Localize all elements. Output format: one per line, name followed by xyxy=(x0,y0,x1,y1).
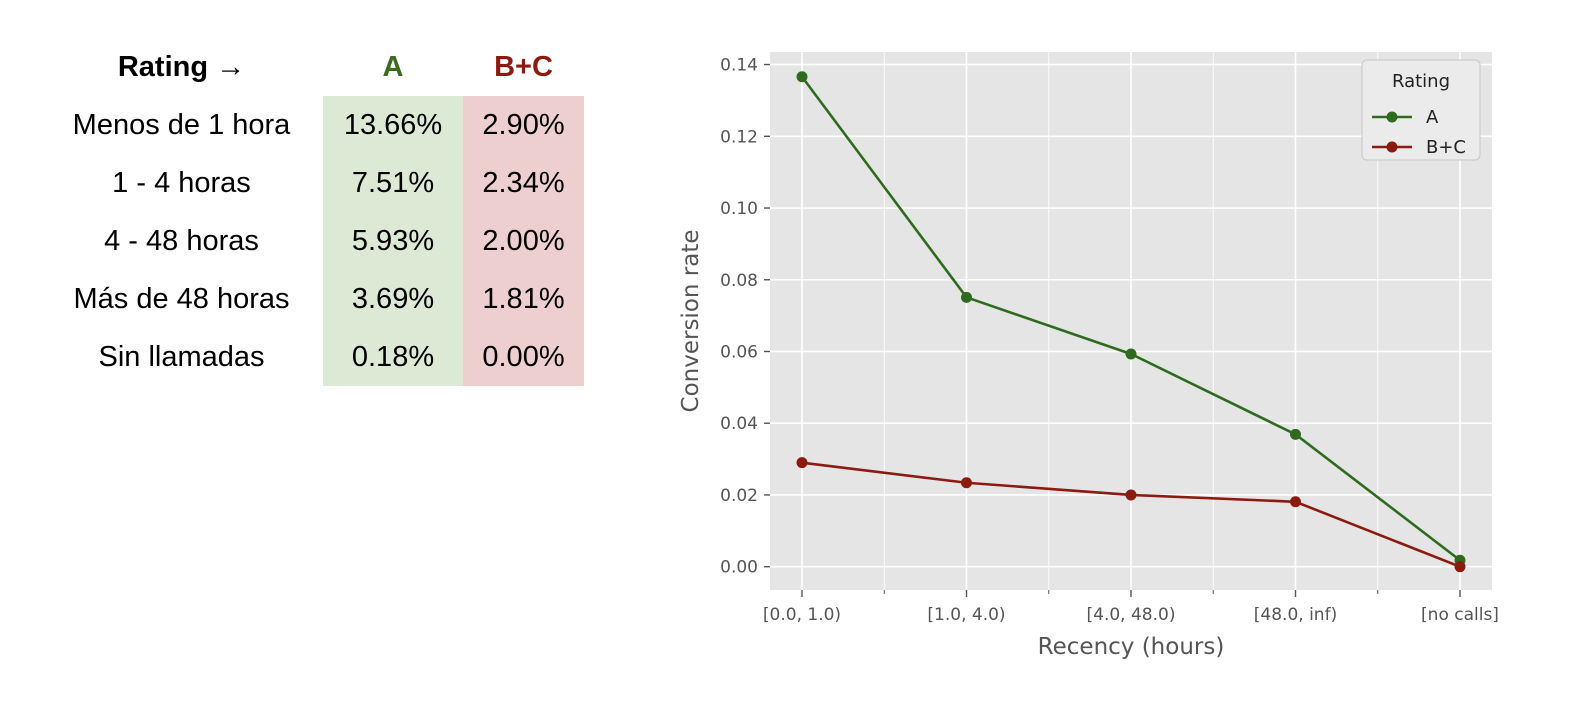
data-point-a xyxy=(1125,348,1137,360)
row-label: 1 - 4 horas xyxy=(112,166,251,199)
cell-bc: 2.90% xyxy=(463,96,584,154)
legend-box xyxy=(1361,59,1481,161)
y-tick-label: 0.04 xyxy=(720,414,758,434)
row-label: 4 - 48 horas xyxy=(104,224,259,257)
row-label: Menos de 1 hora xyxy=(72,108,291,141)
y-tick-label: 0.02 xyxy=(720,486,758,506)
legend-swatch-marker-bc xyxy=(1386,141,1398,153)
conversion-rate-chart: 0.00 0.02 0.04 0.06 0.08 0.10 0.12 0.14 [0.0, 1.… xyxy=(678,52,1499,660)
rating-table: Rating → A B+C Menos de 1 hora 13.66% 2.… xyxy=(40,38,584,386)
cell-bc: 0.00% xyxy=(463,328,584,386)
data-point-bc xyxy=(961,477,972,489)
y-axis-title: Conversion rate xyxy=(678,230,704,413)
table-row: Más de 48 horas 3.69% 1.81% xyxy=(40,270,584,328)
x-tick-label: [1.0, 4.0) xyxy=(927,605,1005,625)
data-point-bc xyxy=(1290,496,1301,508)
legend-title: Rating xyxy=(1392,71,1450,92)
x-tick-label: [48.0, inf) xyxy=(1254,605,1337,625)
data-point-bc xyxy=(1454,561,1466,573)
row-label: Más de 48 horas xyxy=(73,282,290,315)
cell-a: 13.66% xyxy=(323,96,463,154)
cell-a: 0.18% xyxy=(323,328,463,386)
rating-header: Rating → xyxy=(117,50,246,83)
table-row: 4 - 48 horas 5.93% 2.00% xyxy=(40,212,584,270)
data-point-a xyxy=(961,291,972,303)
x-tick-label: [0.0, 1.0) xyxy=(763,605,841,625)
y-tick-label: 0.00 xyxy=(720,558,758,578)
legend: Rating A B+C xyxy=(1361,59,1481,161)
y-tick-label: 0.10 xyxy=(720,199,758,219)
data-point-a xyxy=(1290,428,1301,440)
y-tick-label: 0.14 xyxy=(720,56,758,76)
cell-bc: 2.00% xyxy=(463,212,584,270)
column-header-a: A xyxy=(382,50,404,83)
cell-a: 5.93% xyxy=(323,212,463,270)
y-tick-label: 0.12 xyxy=(720,127,758,147)
table-row: Sin llamadas 0.18% 0.00% xyxy=(40,328,584,386)
data-point-a xyxy=(796,71,808,83)
x-tick-label: [4.0, 48.0) xyxy=(1087,605,1176,625)
cell-bc: 1.81% xyxy=(463,270,584,328)
table-header-row: Rating → A B+C xyxy=(40,38,584,96)
data-point-bc xyxy=(1125,489,1137,501)
cell-bc: 2.34% xyxy=(463,154,584,212)
cell-a: 7.51% xyxy=(323,154,463,212)
cell-a: 3.69% xyxy=(323,270,463,328)
y-tick-label: 0.06 xyxy=(720,342,758,362)
plot-area: 0.00 0.02 0.04 0.06 0.08 0.10 0.12 0.14 [0.0, 1.… xyxy=(678,52,1499,660)
data-point-bc xyxy=(796,457,808,469)
row-label: Sin llamadas xyxy=(98,340,265,373)
table-row: Menos de 1 hora 13.66% 2.90% xyxy=(40,96,584,154)
table-row: 1 - 4 horas 7.51% 2.34% xyxy=(40,154,584,212)
rating-table-container: Rating → A B+C Menos de 1 hora 13.66% 2.… xyxy=(40,38,584,386)
legend-swatch-marker-a xyxy=(1386,111,1398,123)
legend-label-a: A xyxy=(1426,107,1439,128)
x-axis-title: Recency (hours) xyxy=(1038,634,1225,660)
y-tick-label: 0.08 xyxy=(720,271,758,291)
column-header-bc: B+C xyxy=(494,50,553,83)
x-tick-label: [no calls] xyxy=(1421,605,1499,625)
legend-label-bc: B+C xyxy=(1426,137,1466,158)
